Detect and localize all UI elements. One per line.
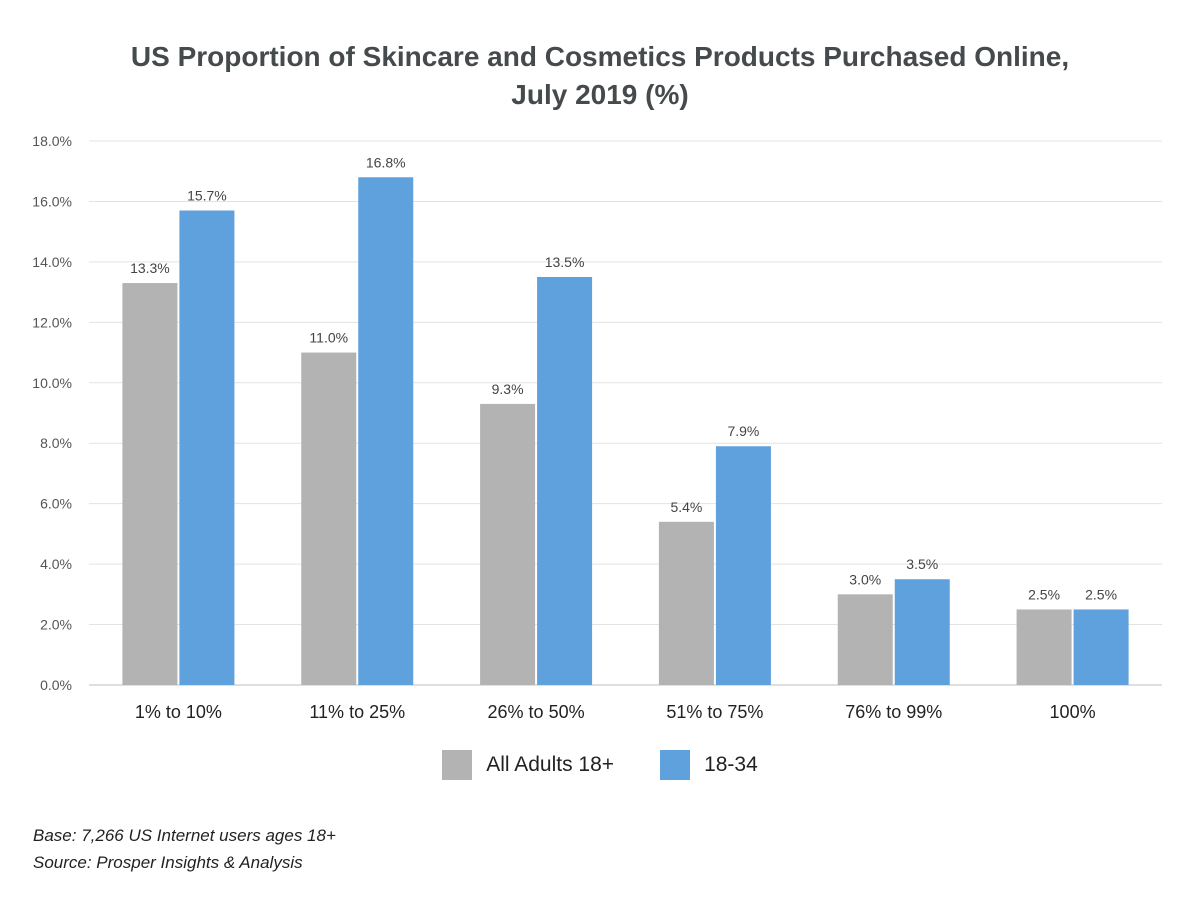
x-tick-label: 100% <box>1050 702 1096 722</box>
bar <box>537 277 593 685</box>
legend-item-18-34: 18-34 <box>660 750 758 780</box>
bar <box>1073 609 1129 685</box>
bar <box>480 403 536 685</box>
x-tick-label: 51% to 75% <box>666 702 763 722</box>
data-label: 7.9% <box>727 423 759 439</box>
legend-label-all-adults: All Adults 18+ <box>486 753 615 776</box>
chart-legend: All Adults 18+ 18-34 <box>0 750 1200 780</box>
x-tick-label: 76% to 99% <box>845 702 942 722</box>
legend-swatch-18-34 <box>660 750 691 780</box>
y-tick-label: 2.0% <box>40 617 72 633</box>
y-tick-label: 10.0% <box>32 375 72 391</box>
bar <box>894 579 950 685</box>
y-tick-label: 16.0% <box>32 193 72 209</box>
y-tick-label: 8.0% <box>40 435 72 451</box>
data-label: 9.3% <box>492 381 524 397</box>
bar <box>301 352 357 685</box>
data-label: 11.0% <box>309 330 348 346</box>
bar <box>358 177 414 685</box>
data-label: 13.3% <box>130 260 170 276</box>
chart-title: US Proportion of Skincare and Cosmetics … <box>0 38 1200 114</box>
legend-label-18-34: 18-34 <box>704 753 758 776</box>
bar <box>837 594 893 685</box>
y-tick-label: 0.0% <box>40 677 72 693</box>
legend-swatch-all-adults <box>442 750 473 780</box>
footnote-source: Source: Prosper Insights & Analysis <box>33 853 303 872</box>
data-label: 15.7% <box>187 188 227 204</box>
data-label: 5.4% <box>670 499 702 515</box>
y-tick-label: 12.0% <box>32 314 72 330</box>
bar <box>715 446 771 685</box>
y-tick-label: 4.0% <box>40 556 72 572</box>
y-tick-label: 18.0% <box>32 133 72 149</box>
bar-chart: 0.0% 2.0% 4.0% 6.0% 8.0% 10.0% 12.0% 14.0% 16.0%… <box>32 133 1162 722</box>
bar <box>658 521 714 685</box>
chart-title-line2: July 2019 (%) <box>511 79 689 110</box>
data-label: 13.5% <box>545 254 585 270</box>
data-label: 2.5% <box>1085 586 1117 602</box>
chart-title-line1: US Proportion of Skincare and Cosmetics … <box>130 41 1070 72</box>
data-label: 3.5% <box>906 556 938 572</box>
data-label: 3.0% <box>849 571 881 587</box>
x-tick-label: 26% to 50% <box>488 702 585 722</box>
legend-item-all-adults: All Adults 18+ <box>442 750 614 780</box>
footnote: Base: 7,266 US Internet users ages 18+ S… <box>33 822 336 876</box>
y-tick-label: 6.0% <box>40 496 72 512</box>
x-tick-label: 1% to 10% <box>135 702 222 722</box>
data-label: 2.5% <box>1028 586 1060 602</box>
bar <box>1016 609 1072 685</box>
footnote-base: Base: 7,266 US Internet users ages 18+ <box>33 826 336 845</box>
bar <box>122 283 178 685</box>
data-label: 16.8% <box>366 154 406 170</box>
bar <box>179 210 235 685</box>
y-tick-label: 14.0% <box>32 254 72 270</box>
x-tick-label: 11% to 25% <box>309 702 405 722</box>
